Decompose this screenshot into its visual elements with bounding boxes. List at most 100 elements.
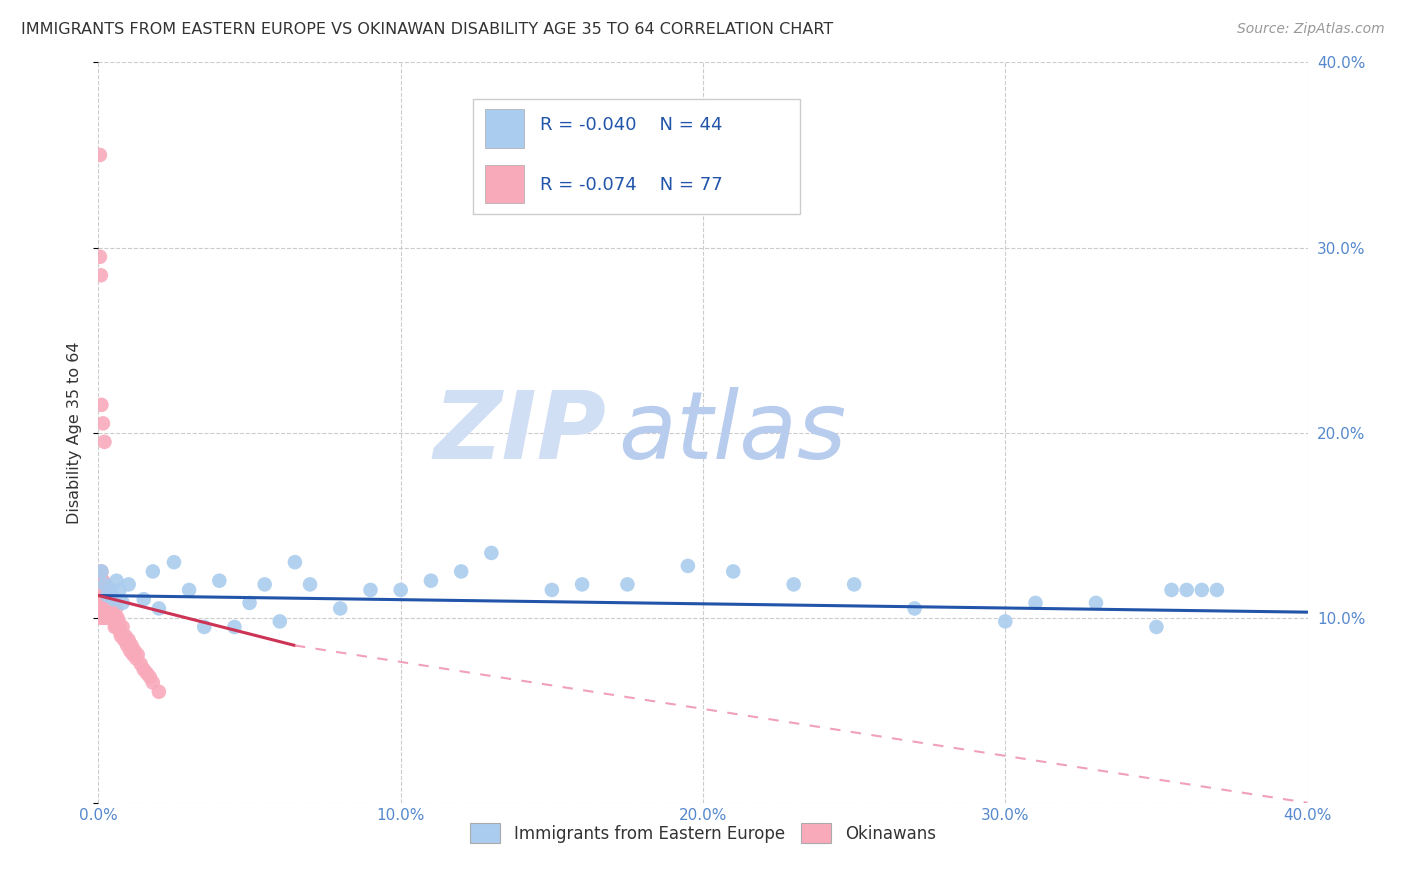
Point [96,592,118,607]
Point [179,582,201,597]
Point [139,670,162,684]
FancyBboxPatch shape [474,99,800,214]
FancyBboxPatch shape [485,165,524,203]
Point [104,601,127,615]
Point [115,639,138,653]
FancyBboxPatch shape [485,109,524,147]
Point [91,596,114,610]
Point [89,589,111,603]
Point [93,577,115,591]
Point [120,644,142,658]
Point [111,596,134,610]
Point [101,601,124,615]
Legend: Immigrants from Eastern Europe, Okinawans: Immigrants from Eastern Europe, Okinawan… [464,816,942,850]
Point [389,582,412,597]
Point [97,596,120,610]
Point [98,601,121,615]
Point [89,148,111,162]
Point [91,610,114,624]
Point [1085,596,1108,610]
Point [91,582,114,597]
Point [94,596,117,610]
Point [124,644,146,658]
Point [98,601,121,615]
Point [676,558,699,573]
Y-axis label: Disability Age 35 to 64: Disability Age 35 to 64 [67,342,83,524]
Point [107,610,129,624]
Point [142,565,165,579]
Text: Source: ZipAtlas.com: Source: ZipAtlas.com [1237,22,1385,37]
Point [118,632,141,647]
Point [90,596,112,610]
Point [103,592,125,607]
Point [132,663,155,677]
Point [100,610,122,624]
Point [122,648,145,662]
Point [129,657,152,671]
Point [420,574,443,588]
Point [1175,582,1198,597]
Point [723,565,745,579]
Point [89,596,111,610]
Point [89,577,111,591]
Point [104,620,127,634]
Point [163,555,186,569]
Point [96,589,118,603]
Point [100,596,122,610]
Point [96,589,118,603]
Point [93,582,115,597]
Point [94,589,117,603]
Text: IMMIGRANTS FROM EASTERN EUROPE VS OKINAWAN DISABILITY AGE 35 TO 64 CORRELATION C: IMMIGRANTS FROM EASTERN EUROPE VS OKINAW… [21,22,834,37]
Point [105,620,128,634]
Point [844,577,866,591]
Point [450,565,472,579]
Point [125,651,148,665]
Point [253,577,276,591]
Point [94,610,117,624]
Point [224,620,246,634]
Point [616,577,638,591]
Point [94,601,117,615]
Point [1144,620,1167,634]
Point [269,615,291,629]
Point [1024,596,1046,610]
Text: R = -0.040    N = 44: R = -0.040 N = 44 [540,116,723,135]
Point [108,620,131,634]
Point [93,577,115,591]
Point [107,615,129,629]
Point [299,577,322,591]
Point [108,625,131,640]
Point [118,577,141,591]
Point [90,398,112,412]
Point [284,555,307,569]
Point [540,582,562,597]
Point [98,610,121,624]
Point [111,620,134,634]
Text: R = -0.074    N = 77: R = -0.074 N = 77 [540,176,723,194]
Point [904,601,927,615]
Point [329,601,352,615]
Point [112,632,135,647]
Point [121,639,143,653]
Point [481,546,503,560]
Point [90,577,112,591]
Point [193,620,215,634]
Point [93,434,115,449]
Point [103,610,125,624]
Point [94,577,117,591]
Point [90,601,112,615]
Point [132,592,155,607]
Point [127,648,149,662]
Point [148,601,170,615]
Point [1191,582,1213,597]
Point [239,596,262,610]
Point [96,601,118,615]
Point [98,596,121,610]
Point [96,582,118,597]
Point [93,589,115,603]
Point [148,685,170,699]
Point [360,582,382,597]
Point [104,610,127,624]
Point [91,417,114,431]
Point [1160,582,1182,597]
